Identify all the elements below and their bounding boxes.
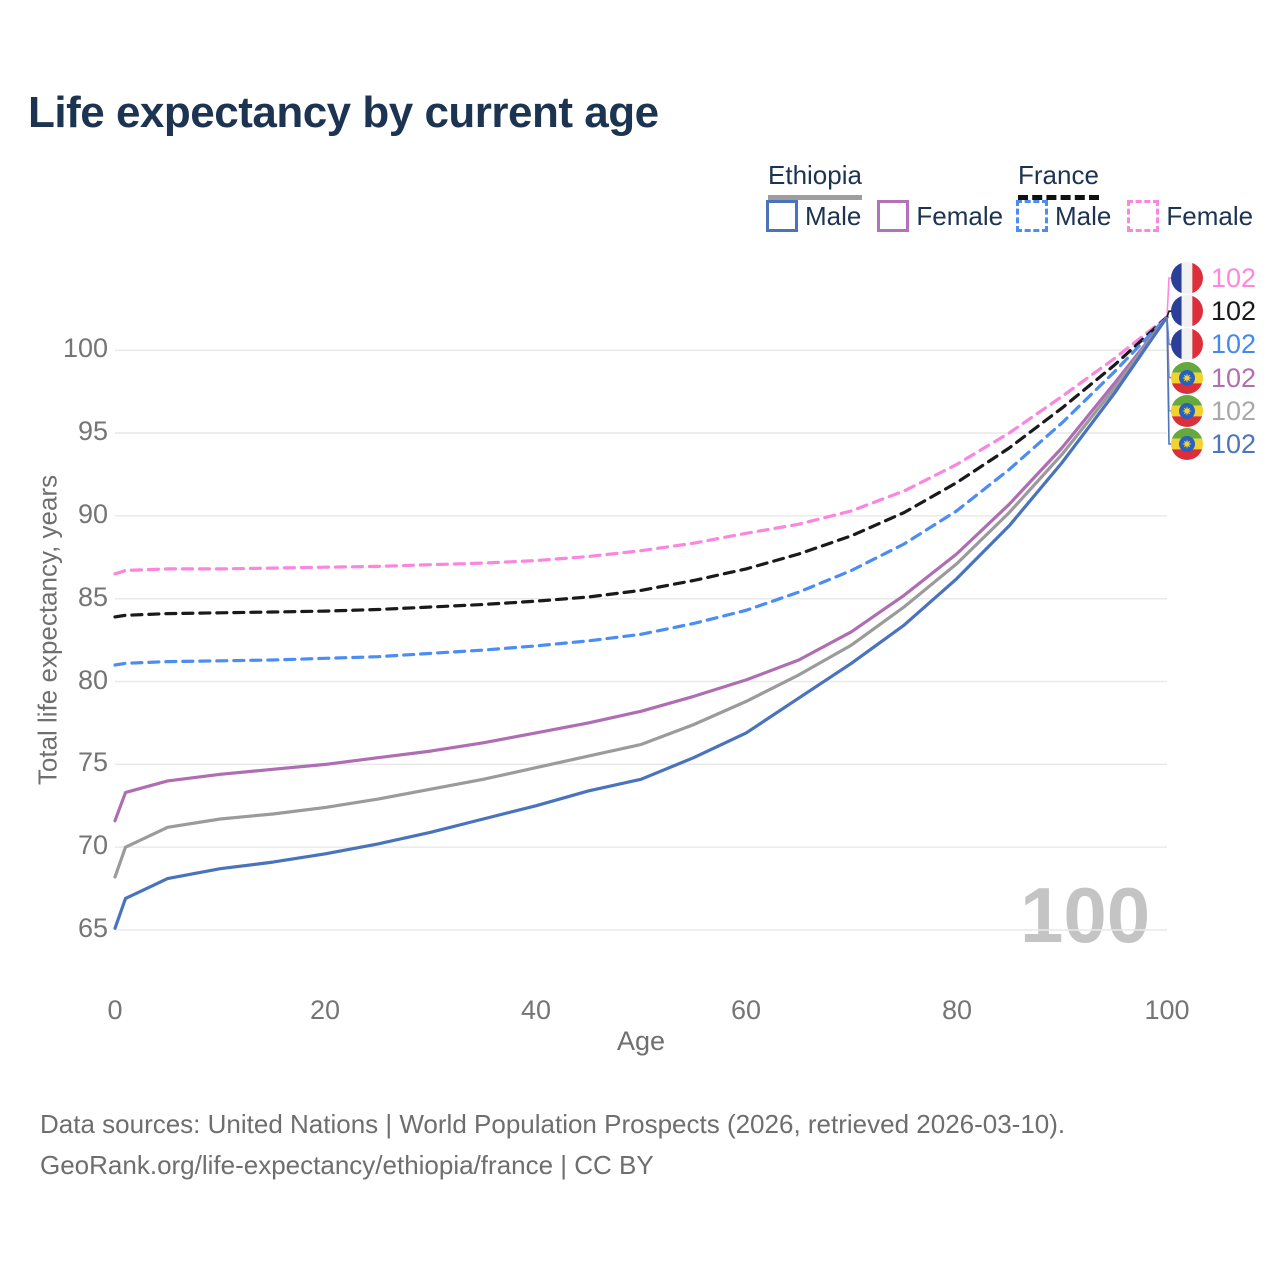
legend-header-france[interactable]: France bbox=[1018, 160, 1099, 200]
data-sources-line: Data sources: United Nations | World Pop… bbox=[40, 1109, 1066, 1139]
x-tick-label: 40 bbox=[520, 995, 552, 1025]
x-tick-label: 100 bbox=[1144, 995, 1190, 1025]
legend-row-ethiopia: Male Female bbox=[766, 200, 1003, 232]
legend-item-france-female[interactable]: Female bbox=[1127, 200, 1253, 232]
end-value-label: 102 bbox=[1211, 395, 1257, 426]
ethiopia-female-checkbox-icon[interactable] bbox=[877, 200, 910, 232]
x-tick-label: 60 bbox=[730, 995, 762, 1025]
series-line-ethiopia-total bbox=[113, 315, 1169, 879]
end-label-row-ethiopia-male: 102 bbox=[1171, 428, 1256, 460]
end-value-label: 102 bbox=[1211, 428, 1257, 459]
x-tick-label: 0 bbox=[107, 995, 123, 1025]
end-label-row-france-male: 102 bbox=[1171, 328, 1256, 360]
y-tick-label: 100 bbox=[62, 333, 108, 363]
end-label-row-ethiopia-female: 102 bbox=[1171, 362, 1256, 394]
y-tick-label: 80 bbox=[77, 665, 108, 695]
x-axis-title: Age bbox=[616, 1026, 666, 1056]
end-label-row-france-total: 102 bbox=[1171, 295, 1256, 327]
ethiopia-male-checkbox-icon[interactable] bbox=[766, 200, 798, 232]
x-tick-label: 80 bbox=[941, 995, 973, 1025]
series-line-france-female bbox=[113, 315, 1169, 576]
series-line-france-total bbox=[113, 315, 1169, 619]
y-tick-label: 90 bbox=[77, 499, 108, 529]
y-tick-label: 85 bbox=[77, 582, 108, 612]
legend-group-france: France bbox=[1018, 160, 1099, 200]
y-tick-label: 70 bbox=[77, 830, 108, 860]
series-line-ethiopia-male bbox=[113, 315, 1169, 930]
end-value-label: 102 bbox=[1211, 362, 1257, 393]
end-value-label: 102 bbox=[1211, 295, 1257, 326]
series-line-france-male bbox=[113, 315, 1169, 667]
end-label-row-france-female: 102 bbox=[1171, 262, 1256, 294]
end-label-row-ethiopia-total: 102 bbox=[1171, 395, 1256, 427]
legend-item-ethiopia-female[interactable]: Female bbox=[877, 200, 1003, 232]
ethiopia-flag-icon bbox=[1171, 428, 1203, 460]
france-male-checkbox-icon[interactable] bbox=[1016, 200, 1048, 232]
legend-item-ethiopia-male[interactable]: Male bbox=[766, 200, 861, 232]
legend-label-ethiopia-male: Male bbox=[805, 200, 862, 231]
ethiopia-flag-icon bbox=[1171, 362, 1203, 394]
ethiopia-flag-icon bbox=[1171, 395, 1203, 427]
end-value-label: 102 bbox=[1211, 262, 1257, 293]
footer: Data sources: United Nations | World Pop… bbox=[40, 1104, 1065, 1186]
france-flag-icon bbox=[1171, 295, 1203, 327]
x-tick-label: 20 bbox=[309, 995, 341, 1025]
end-value-label: 102 bbox=[1211, 328, 1257, 359]
legend-group-ethiopia: Ethiopia bbox=[768, 160, 862, 200]
attribution-line: GeoRank.org/life-expectancy/ethiopia/fra… bbox=[40, 1150, 654, 1180]
legend-label-ethiopia-female: Female bbox=[916, 200, 1004, 231]
france-female-checkbox-icon[interactable] bbox=[1127, 200, 1160, 232]
legend-item-france-male[interactable]: Male bbox=[1016, 200, 1111, 232]
legend-label-france-female: Female bbox=[1166, 200, 1254, 231]
page-title: Life expectancy by current age bbox=[28, 88, 659, 137]
y-tick-label: 65 bbox=[77, 913, 108, 943]
france-flag-icon bbox=[1171, 328, 1203, 360]
legend-label-france-male: Male bbox=[1055, 200, 1112, 231]
series-line-ethiopia-female bbox=[113, 315, 1169, 823]
y-tick-label: 95 bbox=[77, 416, 108, 446]
y-tick-label: 75 bbox=[77, 747, 108, 777]
france-flag-icon bbox=[1171, 262, 1203, 294]
legend-row-france: Male Female bbox=[1016, 200, 1253, 232]
legend-header-ethiopia[interactable]: Ethiopia bbox=[768, 160, 862, 200]
current-age-watermark: 100 bbox=[1020, 871, 1151, 959]
